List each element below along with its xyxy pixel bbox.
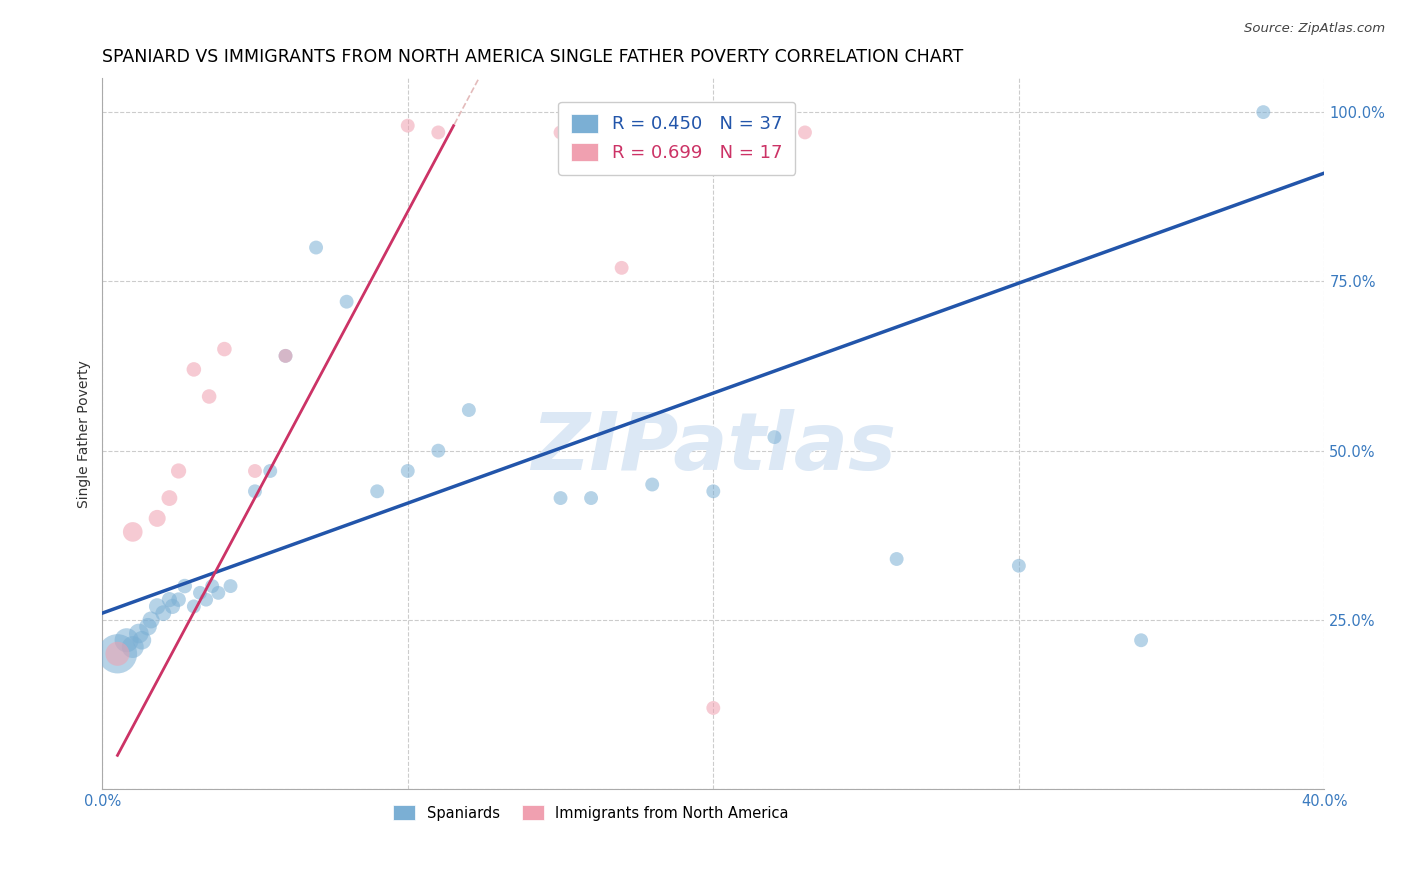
Point [162, 599, 184, 614]
Point [794, 125, 817, 139]
Y-axis label: Single Father Poverty: Single Father Poverty [77, 359, 91, 508]
Point [641, 477, 664, 491]
Point [610, 260, 633, 275]
Point [157, 592, 180, 607]
Text: SPANIARD VS IMMIGRANTS FROM NORTH AMERICA SINGLE FATHER POVERTY CORRELATION CHAR: SPANIARD VS IMMIGRANTS FROM NORTH AMERIC… [103, 47, 963, 66]
Point [702, 701, 724, 715]
Point [195, 592, 218, 607]
Point [457, 403, 479, 417]
Point [136, 620, 159, 634]
Point [152, 606, 174, 620]
Point [188, 586, 211, 600]
Point [702, 484, 724, 499]
Point [219, 579, 242, 593]
Point [579, 125, 602, 139]
Point [427, 125, 450, 139]
Point [183, 362, 205, 376]
Point [763, 430, 786, 444]
Point [121, 640, 143, 654]
Point [1253, 105, 1275, 120]
Point [121, 524, 143, 539]
Point [1008, 558, 1031, 573]
Point [1130, 633, 1153, 648]
Point [167, 592, 190, 607]
Point [274, 349, 297, 363]
Text: ZIPatlas: ZIPatlas [531, 409, 896, 487]
Point [550, 491, 572, 505]
Point [274, 349, 297, 363]
Point [207, 586, 229, 600]
Point [131, 633, 153, 648]
Point [336, 294, 359, 309]
Point [427, 443, 450, 458]
Point [115, 633, 138, 648]
Point [146, 599, 169, 614]
Point [198, 390, 221, 404]
Point [305, 241, 328, 255]
Point [128, 626, 150, 640]
Point [173, 579, 195, 593]
Point [167, 464, 190, 478]
Point [243, 484, 266, 499]
Point [259, 464, 281, 478]
Point [107, 647, 129, 661]
Point [366, 484, 388, 499]
Point [886, 552, 908, 566]
Point [157, 491, 180, 505]
Point [243, 464, 266, 478]
Point [550, 125, 572, 139]
Point [107, 647, 129, 661]
Legend: Spaniards, Immigrants from North America: Spaniards, Immigrants from North America [387, 798, 796, 828]
Point [396, 119, 419, 133]
Text: Source: ZipAtlas.com: Source: ZipAtlas.com [1244, 22, 1385, 36]
Point [579, 491, 602, 505]
Point [139, 613, 162, 627]
Point [183, 599, 205, 614]
Point [396, 464, 419, 478]
Point [146, 511, 169, 525]
Point [201, 579, 224, 593]
Point [214, 342, 236, 356]
